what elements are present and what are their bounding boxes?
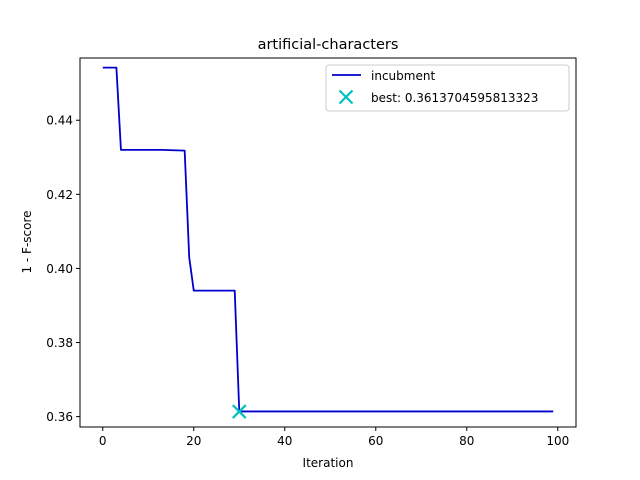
series-line-incubment (102, 66, 554, 413)
y-tick-label: 0.38 (46, 336, 73, 350)
x-tick-label: 100 (546, 434, 569, 448)
y-tick-label: 0.40 (46, 262, 73, 276)
legend-marker-swatch (338, 89, 354, 105)
y-axis-label: 1 - F-score (20, 210, 34, 273)
x-axis: 0 20 40 60 80 100 (99, 427, 569, 448)
legend: incubment best: 0.3613704595813323 (325, 64, 570, 112)
legend-label-best: best: 0.3613704595813323 (371, 91, 538, 105)
marker-layer (231, 404, 247, 419)
chart-title: artificial-characters (258, 37, 399, 53)
y-tick-label: 0.36 (46, 410, 73, 424)
x-tick-label: 40 (277, 434, 292, 448)
x-tick-label: 80 (459, 434, 474, 448)
y-tick-label: 0.44 (46, 114, 73, 128)
x-tick-label: 60 (368, 434, 383, 448)
series-layer (102, 66, 554, 413)
y-axis: 0.36 0.38 0.40 0.42 0.44 (46, 114, 80, 424)
best-point-marker (231, 404, 247, 419)
x-tick-label: 0 (99, 434, 107, 448)
x-axis-label: Iteration (303, 456, 354, 470)
plot-frame (79, 57, 577, 428)
legend-box (325, 64, 570, 112)
y-tick-label: 0.42 (46, 188, 73, 202)
legend-label-incubment: incubment (371, 69, 435, 83)
x-tick-label: 20 (186, 434, 201, 448)
